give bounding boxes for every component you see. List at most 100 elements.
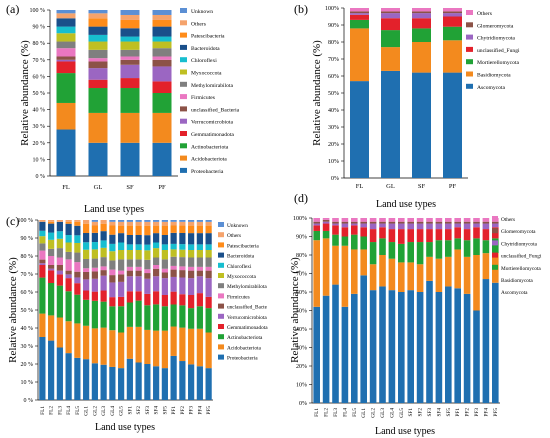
bar-segment bbox=[153, 304, 160, 331]
y-tick-label: 30% bbox=[328, 125, 339, 131]
panel-label: (d) bbox=[294, 191, 308, 205]
bar-segment bbox=[56, 61, 76, 74]
bar-segment bbox=[341, 227, 349, 237]
bar-segment bbox=[350, 19, 369, 29]
bar-segment bbox=[91, 278, 98, 292]
bar-segment bbox=[369, 229, 377, 243]
bar-segment bbox=[48, 221, 55, 224]
bar-segment bbox=[407, 218, 414, 222]
bar-segment bbox=[412, 42, 431, 73]
bar-segment bbox=[56, 26, 76, 34]
bar-segment bbox=[83, 258, 90, 269]
bar-segment bbox=[188, 244, 195, 250]
bar-segment bbox=[322, 295, 330, 403]
bar-segment bbox=[91, 220, 98, 222]
bar-segment bbox=[65, 223, 72, 235]
bar-segment bbox=[65, 291, 72, 322]
legend-label: Chytridiomycota bbox=[477, 36, 515, 42]
bar-segment bbox=[161, 278, 168, 295]
bar-segment bbox=[188, 266, 195, 271]
x-axis-title: Land use types bbox=[376, 199, 436, 210]
legend-label: Ascomycota bbox=[477, 85, 505, 91]
legend-swatch bbox=[180, 167, 187, 173]
bar-segment bbox=[350, 8, 369, 12]
bar-segment bbox=[120, 59, 140, 65]
bar-segment bbox=[492, 238, 499, 254]
bar-segment bbox=[454, 288, 461, 403]
bar-segment bbox=[153, 291, 160, 305]
legend-swatch bbox=[466, 34, 473, 40]
bar-segment bbox=[188, 308, 195, 329]
bar-segment bbox=[135, 266, 142, 271]
bar-segment bbox=[135, 270, 142, 277]
bar-segment bbox=[126, 250, 133, 260]
bar-segment bbox=[482, 221, 490, 224]
y-tick-label: 50 % bbox=[21, 308, 34, 314]
bar-segment bbox=[313, 221, 320, 224]
legend-swatch bbox=[180, 81, 187, 87]
bar-segment bbox=[161, 221, 168, 226]
legend-label: Methylomirabilota bbox=[191, 83, 233, 89]
bar-segment bbox=[144, 250, 151, 260]
bar-segment bbox=[48, 283, 55, 316]
bar-segment bbox=[360, 223, 367, 228]
bar-segment bbox=[91, 242, 98, 250]
x-tick-label: FL bbox=[62, 184, 70, 191]
legend-swatch bbox=[218, 283, 224, 289]
bar-segment bbox=[322, 223, 330, 231]
bar-segment bbox=[91, 271, 98, 279]
bar-segment bbox=[463, 221, 471, 224]
bar-segment bbox=[341, 223, 349, 228]
bar-segment bbox=[100, 275, 107, 291]
legend-label: Verrucomicrobiota bbox=[191, 120, 233, 126]
bar-segment bbox=[56, 33, 76, 42]
bar-segment bbox=[179, 305, 186, 328]
bar-segment bbox=[74, 242, 81, 253]
x-tick-label: SF5 bbox=[446, 408, 452, 417]
legend-label: Ascomycota bbox=[501, 290, 528, 296]
bar-segment bbox=[126, 235, 133, 245]
bar-segment bbox=[118, 221, 125, 226]
bar-segment bbox=[445, 221, 452, 224]
y-tick-label: 50% bbox=[328, 91, 339, 97]
bar-segment bbox=[170, 256, 177, 266]
bar-segment bbox=[407, 262, 414, 291]
x-tick-label: PF4 bbox=[483, 408, 489, 417]
legend-label: Others bbox=[191, 21, 206, 27]
bar-segment bbox=[443, 26, 462, 41]
bar-segment bbox=[350, 28, 369, 82]
legend-swatch bbox=[180, 32, 187, 38]
legend-swatch bbox=[492, 228, 498, 234]
bar-segment bbox=[443, 72, 462, 178]
bar-segment bbox=[56, 13, 76, 19]
x-tick-label: PF1 bbox=[171, 406, 177, 415]
legend-swatch bbox=[180, 8, 187, 13]
bar-segment bbox=[445, 223, 452, 230]
legend-label: Gemmatimonadota bbox=[227, 325, 268, 331]
bar-segment bbox=[118, 225, 125, 234]
bar-segment bbox=[161, 272, 168, 279]
legend-swatch bbox=[466, 10, 473, 15]
bar-segment bbox=[322, 238, 330, 296]
legend-label: unclassified_Fungi bbox=[477, 47, 520, 54]
legend-swatch bbox=[180, 131, 187, 136]
bar-segment bbox=[83, 232, 90, 243]
bar-segment bbox=[120, 64, 140, 79]
x-tick-label: PF3 bbox=[189, 406, 195, 415]
bar-segment bbox=[48, 340, 55, 400]
bar-segment bbox=[435, 292, 443, 403]
bar-segment bbox=[118, 368, 125, 400]
bar-segment bbox=[445, 218, 452, 222]
legend-label: Unknown bbox=[227, 223, 248, 229]
bar-segment bbox=[48, 223, 55, 233]
bar-segment bbox=[126, 266, 133, 271]
x-tick-label: FL bbox=[356, 183, 364, 190]
bar-segment bbox=[161, 225, 168, 235]
bar-segment bbox=[170, 265, 177, 270]
x-tick-label: PF1 bbox=[455, 408, 461, 417]
bar-segment bbox=[120, 78, 140, 89]
bar-segment bbox=[412, 8, 431, 12]
bar-segment bbox=[153, 242, 160, 249]
x-tick-label: SF2 bbox=[136, 406, 142, 415]
bar-segment bbox=[205, 233, 212, 245]
